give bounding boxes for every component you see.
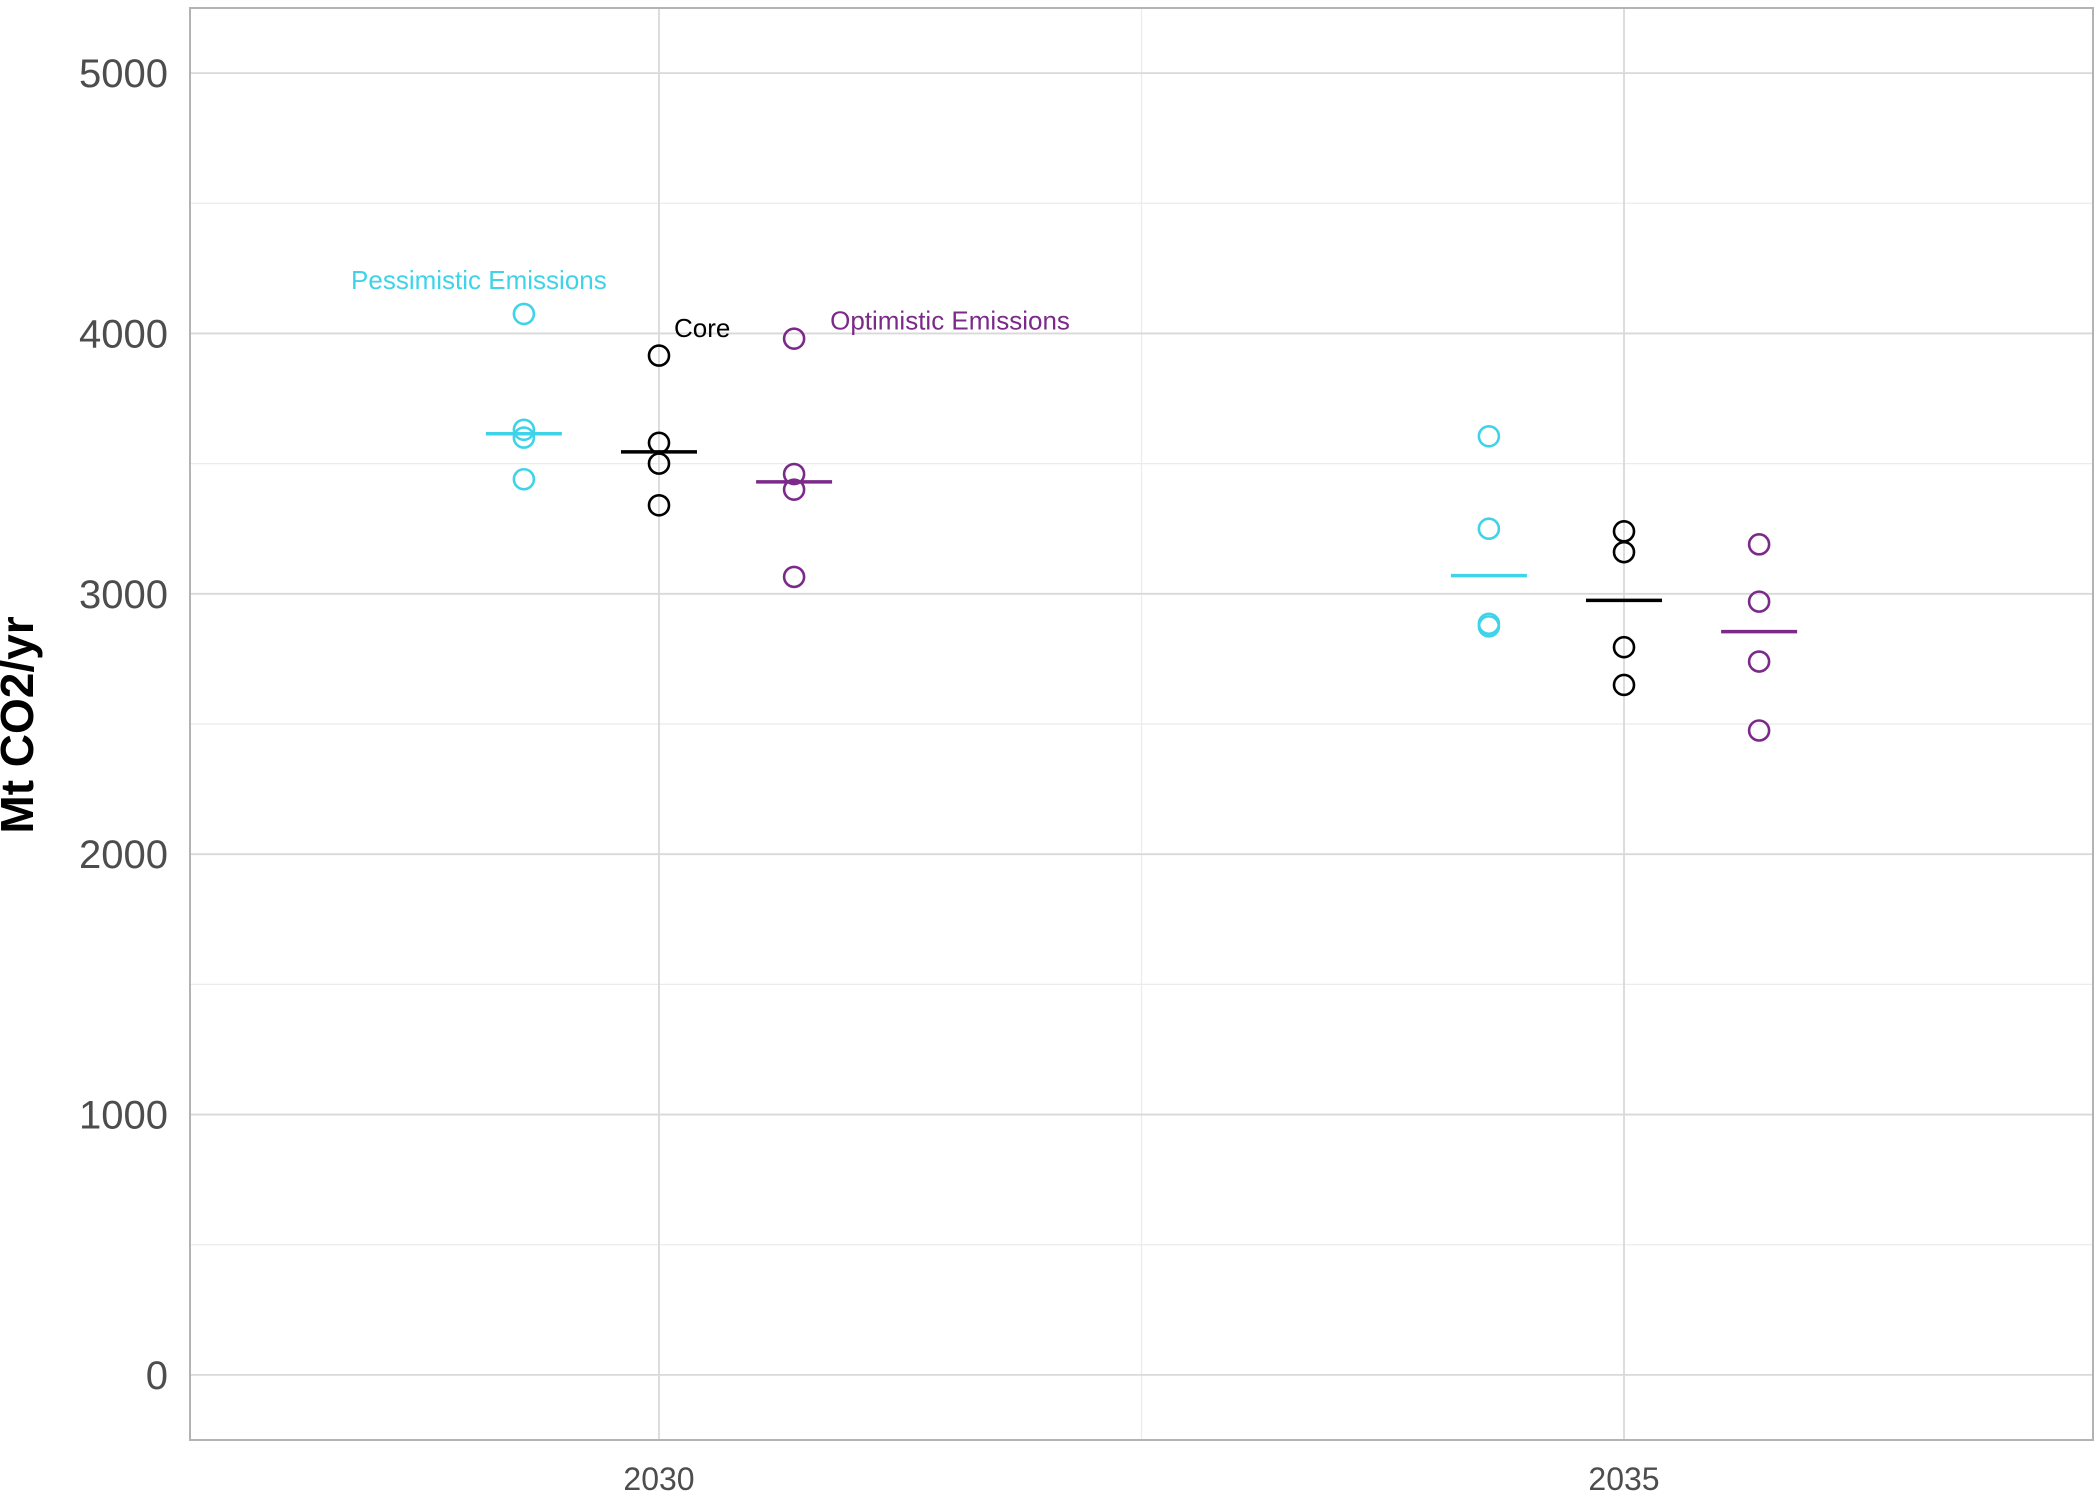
data-point [782, 478, 806, 501]
data-point [512, 418, 536, 442]
data-point [1477, 424, 1501, 448]
data-point [1747, 533, 1771, 556]
data-point [782, 565, 806, 589]
data-point [512, 302, 536, 326]
data-point [512, 467, 536, 491]
y-tick-label: 3000 [79, 573, 168, 617]
grid-layer [189, 7, 2094, 1441]
y-tick-label: 2000 [79, 833, 168, 877]
data-point [647, 452, 671, 475]
annotation-label: Core [674, 313, 730, 343]
data-point [782, 462, 806, 486]
y-tick-label: 1000 [79, 1094, 168, 1138]
y-tick-label: 5000 [79, 52, 168, 96]
data-point [782, 327, 806, 350]
data-point [1747, 590, 1771, 613]
data-point [647, 493, 671, 517]
data-point [1477, 517, 1501, 541]
annotation-label: Pessimistic Emissions [351, 265, 607, 295]
marks-layer [485, 302, 1798, 742]
data-point [512, 426, 536, 449]
annotation-label: Optimistic Emissions [830, 305, 1070, 335]
x-tick-label: 2030 [623, 1461, 694, 1497]
text-layer: 0 1000 2000 3000 4000 5000 2030 2035 Pessimistic… [79, 52, 1660, 1497]
data-point [1612, 673, 1636, 697]
y-tick-label: 4000 [79, 312, 168, 356]
data-point [647, 344, 671, 367]
data-point [1477, 615, 1501, 638]
panel-border [189, 7, 2094, 1441]
data-point [1747, 719, 1771, 742]
y-tick-label: 0 [146, 1354, 168, 1398]
data-point [1612, 635, 1636, 659]
data-point [1612, 540, 1636, 564]
x-tick-label: 2035 [1588, 1461, 1659, 1497]
y-axis-label: Mt CO2/yr [0, 616, 43, 833]
data-point [1747, 650, 1771, 673]
